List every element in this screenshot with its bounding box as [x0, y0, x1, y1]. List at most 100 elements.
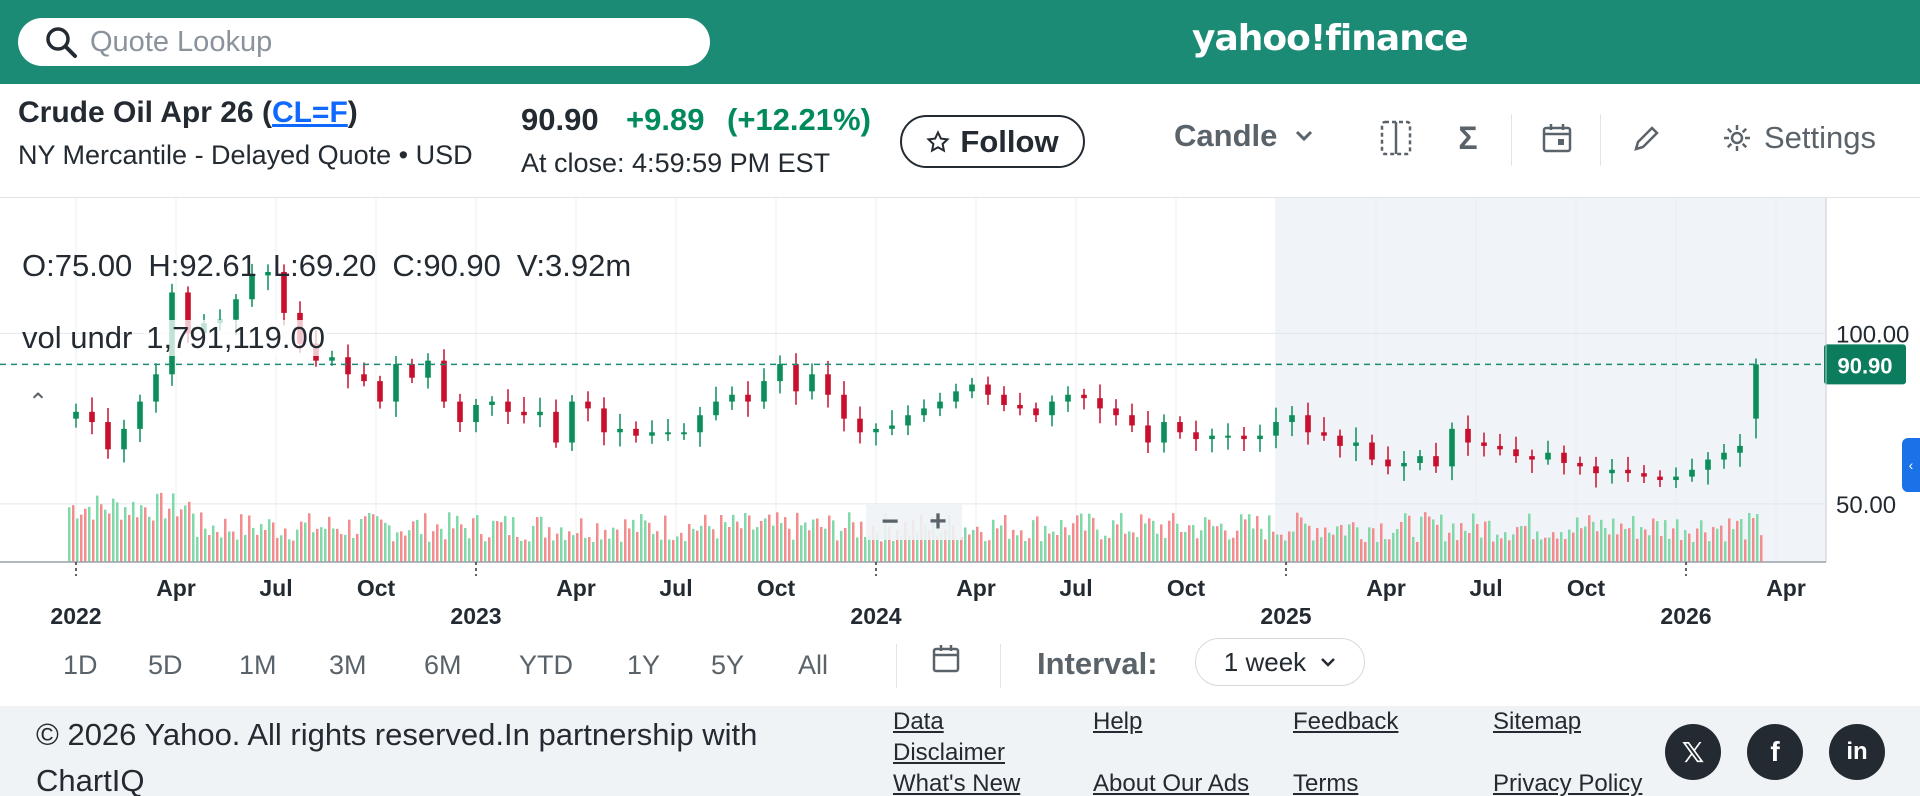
candle-body — [409, 364, 415, 378]
range-5d[interactable]: 5D — [148, 650, 183, 680]
volume-bar — [1484, 521, 1487, 562]
candle-body — [617, 428, 623, 433]
zoom-in-button[interactable]: + — [929, 505, 947, 538]
volume-bar — [1668, 538, 1671, 562]
facebook-icon[interactable]: f — [1747, 724, 1803, 780]
candle-body — [1513, 449, 1519, 457]
volume-bar — [1408, 515, 1411, 562]
chart-type-dropdown[interactable]: Candle — [1174, 118, 1313, 154]
volume-bar — [108, 513, 111, 562]
candle-body — [1689, 469, 1695, 477]
volume-bar — [148, 516, 151, 562]
volume-bar — [124, 507, 127, 562]
candle-body — [1529, 456, 1535, 460]
candle-body — [1257, 435, 1263, 440]
indicators-sigma-icon[interactable]: Σ — [1458, 119, 1478, 156]
volume-bar — [304, 522, 307, 562]
footer-link-whats-new[interactable]: What's New — [893, 770, 1021, 796]
volume-bar — [740, 528, 743, 562]
range-5y[interactable]: 5Y — [711, 650, 745, 680]
volume-bar — [228, 531, 231, 562]
quote-search-box[interactable] — [18, 18, 710, 66]
range-ytd[interactable]: YTD — [519, 650, 573, 680]
range-1m[interactable]: 1M — [239, 650, 277, 680]
volume-bar — [1496, 534, 1499, 562]
volume-bar — [1720, 525, 1723, 562]
candle-body — [1193, 432, 1199, 440]
range-3m[interactable]: 3M — [329, 650, 367, 680]
range-all[interactable]: All — [798, 650, 829, 680]
volume-bar — [1224, 530, 1227, 562]
search-input[interactable] — [90, 25, 650, 59]
top-bar: yahoo!finance — [0, 0, 1920, 84]
compare-icon[interactable] — [1376, 118, 1416, 158]
volume-bar — [808, 530, 811, 562]
volume-bar — [1556, 538, 1559, 562]
footer-link-about-ads[interactable]: About Our Ads — [1093, 770, 1250, 796]
interval-dropdown[interactable]: 1 week — [1195, 638, 1365, 686]
volume-bar — [1592, 521, 1595, 562]
volume-bar — [352, 538, 355, 562]
range-1y[interactable]: 1Y — [627, 650, 661, 680]
volume-bar — [360, 519, 363, 562]
volume-bar — [1332, 534, 1335, 562]
volume-bar — [760, 520, 763, 562]
volume-bar — [1312, 540, 1315, 562]
collapse-panel-icon[interactable]: ⌃ — [28, 389, 49, 416]
side-panel-toggle[interactable]: ‹ — [1902, 438, 1920, 492]
volume-bar — [308, 513, 311, 562]
draw-pencil-icon[interactable] — [1627, 118, 1667, 158]
volume-bar — [1000, 525, 1003, 562]
footer-link-terms[interactable]: Terms — [1293, 770, 1359, 796]
x-icon[interactable]: 𝕏 — [1665, 724, 1721, 780]
volume-bar — [312, 532, 315, 562]
volume-bar — [1188, 525, 1191, 562]
volume-bar — [264, 529, 267, 562]
zoom-out-button[interactable]: − — [881, 505, 899, 538]
volume-bar — [540, 516, 543, 562]
volume-bar — [1028, 538, 1031, 562]
range-1d[interactable]: 1D — [63, 650, 98, 680]
footer-link-privacy-policy[interactable]: Privacy Policy — [1493, 770, 1643, 796]
settings-button[interactable]: Settings — [1722, 120, 1876, 156]
volume-bar — [384, 522, 387, 562]
volume-bar — [820, 526, 823, 562]
volume-bar — [1152, 520, 1155, 562]
volume-bar — [1384, 539, 1387, 562]
follow-button[interactable]: Follow — [900, 115, 1085, 168]
volume-bar — [1192, 524, 1195, 562]
volume-bar — [400, 531, 403, 562]
shaded-region — [1276, 198, 1826, 562]
footer-link-help[interactable]: Help — [1093, 708, 1143, 735]
volume-bar — [792, 539, 795, 562]
volume-bar — [436, 524, 439, 562]
volume-bar — [888, 526, 891, 562]
chart-canvas[interactable]: 90.90 100.00 50.00 Apr Jul Oct Apr Jul Oct Apr Jul… — [0, 198, 1920, 634]
volume-bar — [1096, 529, 1099, 562]
volume-bar — [1212, 526, 1215, 562]
footer-link-feedback[interactable]: Feedback — [1293, 708, 1399, 735]
symbol-link[interactable]: CL=F — [271, 96, 348, 129]
volume-bar — [780, 522, 783, 562]
volume-bar — [288, 539, 291, 562]
volume-bar — [316, 528, 319, 562]
yahoo-finance-logo[interactable]: yahoo!finance — [1192, 18, 1469, 59]
volume-bar — [96, 495, 99, 562]
volume-bar — [728, 527, 731, 562]
volume-bar — [1380, 523, 1383, 562]
volume-bar — [76, 518, 79, 562]
volume-bar — [608, 538, 611, 562]
footer-link-data-disclaimer[interactable]: Data Disclaimer — [893, 708, 1006, 766]
toolbar-divider — [1600, 114, 1601, 166]
events-calendar-icon[interactable] — [1537, 118, 1577, 158]
candle-body — [1433, 456, 1439, 467]
volume-bar — [1760, 535, 1763, 562]
footer-link-sitemap[interactable]: Sitemap — [1493, 708, 1582, 735]
price-chart[interactable]: 90.90 100.00 50.00 Apr Jul Oct Apr Jul Oct Apr Jul… — [0, 198, 1920, 634]
volume-bar — [680, 532, 683, 562]
star-icon — [926, 129, 951, 153]
date-range-calendar-icon[interactable] — [932, 644, 960, 679]
range-6m[interactable]: 6M — [424, 650, 462, 680]
linkedin-icon[interactable]: in — [1829, 724, 1885, 780]
